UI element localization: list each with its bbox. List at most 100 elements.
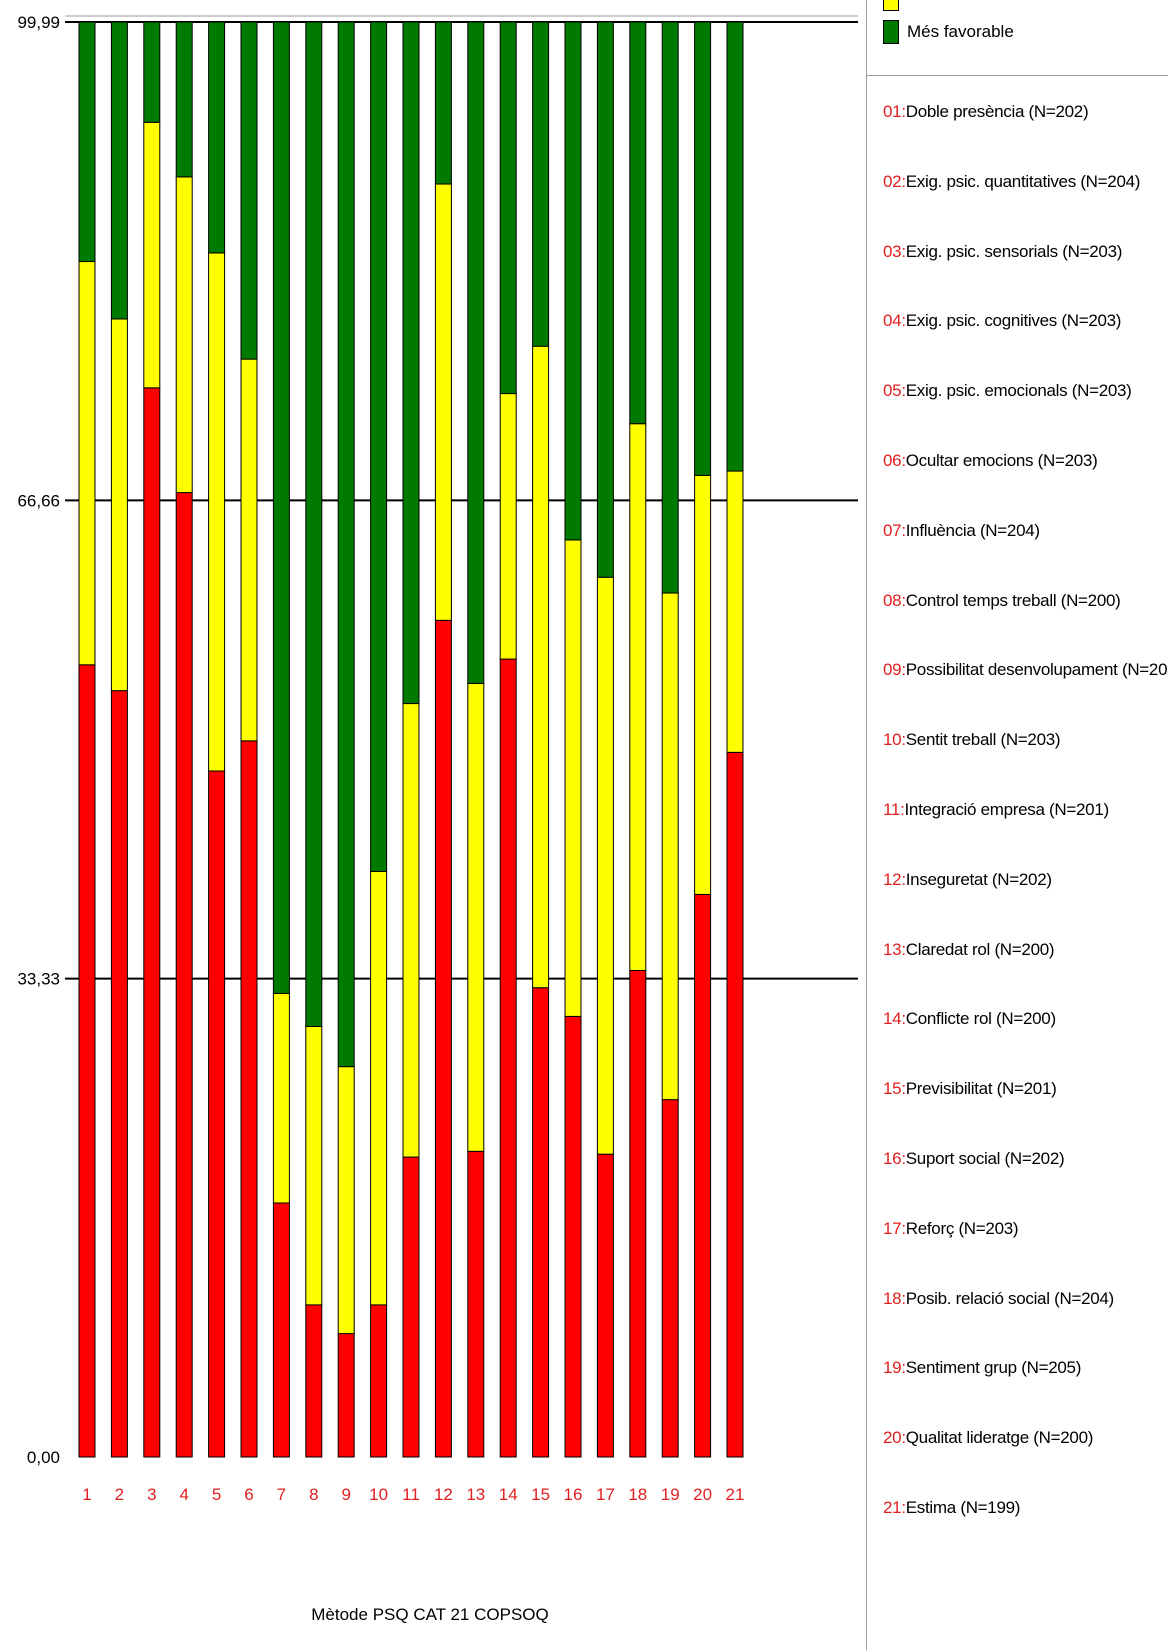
x-tick-label: 18 — [628, 1485, 647, 1504]
legend-item-code: 07 — [883, 520, 902, 540]
bar-segment — [726, 21, 744, 472]
legend-item: 07:Influència (N=204) — [883, 521, 1040, 541]
legend-item-code: 11 — [883, 800, 901, 819]
bar-segment — [434, 619, 452, 1458]
bar-segment — [499, 658, 517, 1458]
legend-item: 13:Claredat rol (N=200) — [883, 939, 1055, 960]
bar-segment — [694, 893, 712, 1458]
legend-item-separator: : — [901, 381, 906, 401]
legend-item-code: 17 — [883, 1218, 902, 1238]
bar-segment — [499, 21, 517, 395]
bar-segment — [208, 770, 226, 1458]
legend-item-label: Integració empresa (N=201) — [904, 800, 1110, 819]
bar-segment — [596, 576, 614, 1155]
legend-item-label: Sentit treball (N=203) — [905, 730, 1061, 750]
legend-item-label: Exig. psic. quantitatives (N=204) — [905, 171, 1141, 191]
legend-item-code: 20 — [883, 1428, 902, 1448]
bar-segment — [402, 1156, 420, 1458]
bar-segment — [564, 1015, 582, 1458]
legend-item-label: Estima (N=199) — [905, 1498, 1021, 1517]
x-tick-label: 9 — [341, 1485, 350, 1504]
x-tick-label: 15 — [531, 1485, 550, 1504]
legend-item-label: Possibilitat desenvolupament (N=203) — [905, 660, 1168, 680]
legend-item: 19:Sentiment grup (N=205) — [883, 1358, 1081, 1378]
legend-item-separator: : — [901, 520, 906, 540]
legend-item: 06:Ocultar emocions (N=203) — [883, 451, 1098, 471]
bar-segment — [78, 21, 96, 263]
bar-segment — [110, 690, 128, 1458]
x-tick-label: 3 — [147, 1485, 156, 1504]
bar-segment — [337, 1066, 355, 1335]
legend-item: 09:Possibilitat desenvolupament (N=203) — [883, 660, 1168, 680]
legend-item-label: Claredat rol (N=200) — [905, 939, 1055, 959]
legend-item: 11:Integració empresa (N=201) — [883, 800, 1109, 820]
legend-item-code: 15 — [883, 1079, 902, 1099]
legend-item-separator: : — [901, 241, 906, 261]
legend-item-label: Doble presència (N=202) — [905, 102, 1089, 121]
bar-segment — [434, 183, 452, 621]
bar-segment — [370, 1304, 388, 1458]
legend-item-code: 09 — [883, 660, 902, 680]
legend-item-code: 02 — [883, 171, 902, 191]
legend-item-label: Inseguretat (N=202) — [905, 869, 1052, 889]
bar-segment — [402, 703, 420, 1158]
legend-item-label: Exig. psic. emocionals (N=203) — [905, 381, 1132, 401]
bar-segment — [208, 252, 226, 772]
legend-item-code: 04 — [883, 311, 902, 331]
y-tick-labels: 0,00 33,33 66,66 99,99 — [17, 13, 60, 1467]
legend-item-separator: : — [901, 451, 906, 470]
legend-item-separator: : — [901, 102, 906, 121]
bar-segment — [110, 21, 128, 320]
bar-segment — [532, 21, 550, 347]
legend-item: 15:Previsibilitat (N=201) — [883, 1079, 1057, 1099]
x-tick-label: 11 — [402, 1485, 420, 1504]
bar-segment — [726, 751, 744, 1458]
bar-segment — [337, 21, 355, 1068]
legend-item-code: 03 — [883, 241, 902, 261]
legend-swatch-label: Més favorable — [907, 22, 1014, 41]
legend-item-label: Conflicte rol (N=200) — [905, 1009, 1056, 1029]
bar-segment — [78, 664, 96, 1458]
legend-swatches: Més favorable — [867, 0, 1168, 76]
legend-item-code: 18 — [883, 1288, 902, 1308]
bar-segment — [78, 261, 96, 666]
legend-item-label: Ocultar emocions (N=203) — [905, 451, 1098, 470]
yellow-swatch — [883, 0, 899, 11]
green-swatch — [883, 20, 899, 44]
x-tick-label: 2 — [115, 1485, 124, 1504]
legend-item-code: 12 — [883, 869, 902, 889]
legend-swatch-favorable: Més favorable — [883, 20, 1014, 44]
bar-segment — [532, 987, 550, 1458]
bars — [78, 21, 744, 1458]
bar-segment — [564, 539, 582, 1017]
legend-item-separator: : — [901, 1009, 906, 1029]
legend-item-code: 14 — [883, 1009, 902, 1029]
legend-item-label: Posib. relació social (N=204) — [905, 1288, 1114, 1308]
legend-item: 16:Suport social (N=202) — [883, 1149, 1065, 1169]
bar-segment — [175, 492, 193, 1458]
legend-item-code: 06 — [883, 451, 902, 470]
bar-segment — [434, 21, 452, 185]
legend-item: 21:Estima (N=199) — [883, 1498, 1020, 1518]
bar-segment — [272, 21, 290, 994]
bar-segment — [499, 393, 517, 660]
legend-item: 20:Qualitat lideratge (N=200) — [883, 1428, 1093, 1448]
bar-segment — [402, 21, 420, 705]
legend-item: 04:Exig. psic. cognitives (N=203) — [883, 311, 1121, 331]
legend-item-label: Sentiment grup (N=205) — [905, 1358, 1082, 1378]
legend-item: 10:Sentit treball (N=203) — [883, 730, 1061, 750]
y-tick-label: 66,66 — [17, 491, 60, 510]
y-tick-label: 0,00 — [27, 1448, 60, 1467]
legend-item-code: 10 — [883, 730, 902, 750]
legend-item-label: Exig. psic. sensorials (N=203) — [905, 241, 1123, 261]
legend-item-separator: : — [901, 1498, 906, 1517]
legend-item-separator: : — [901, 1358, 906, 1378]
legend-item: 08:Control temps treball (N=200) — [883, 591, 1121, 611]
legend-item: 17:Reforç (N=203) — [883, 1218, 1019, 1239]
x-tick-label: 21 — [726, 1485, 745, 1504]
x-tick-label: 7 — [277, 1485, 286, 1504]
legend-item-separator: : — [901, 1218, 906, 1238]
x-tick-label: 17 — [596, 1485, 615, 1504]
x-axis-label: Mètode PSQ CAT 21 COPSOQ — [311, 1605, 548, 1624]
